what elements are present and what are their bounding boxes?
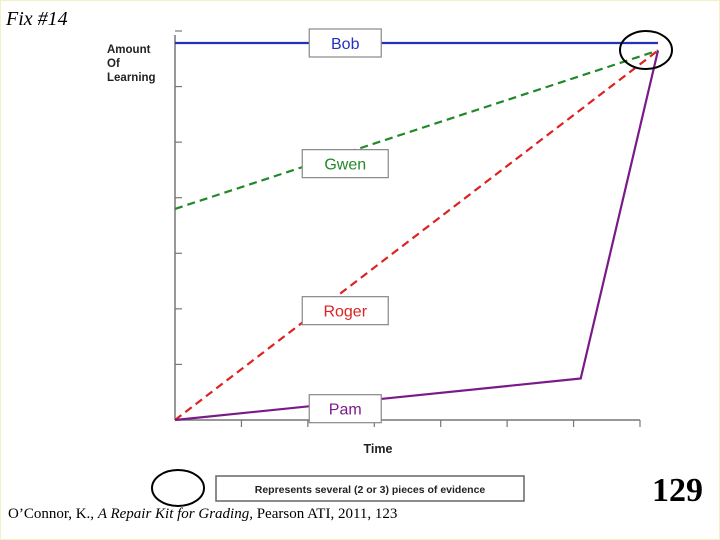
legend-box — [215, 475, 525, 502]
series-label-pam: Pam — [329, 402, 362, 419]
legend-text: Represents several (2 or 3) pieces of ev… — [255, 484, 486, 496]
citation-title: A Repair Kit for Grading, — [97, 506, 253, 522]
legend-circle-icon — [151, 469, 205, 507]
y-axis-label-line: Of — [107, 58, 120, 70]
series-label-box-pam — [308, 394, 382, 424]
slide-title: Fix #14 — [6, 8, 68, 30]
evidence-circle-icon — [619, 30, 673, 70]
chart-axes — [174, 30, 641, 427]
series-label-roger: Roger — [323, 304, 367, 321]
series-label-box-bob — [308, 28, 382, 58]
evidence-circle — [619, 30, 673, 70]
page-number: 129 — [652, 472, 703, 509]
y-axis-label: Amount Of Learning — [107, 44, 156, 84]
series-label-box-gwen — [301, 149, 389, 179]
series-line-gwen — [174, 49, 659, 210]
legend: Represents several (2 or 3) pieces of ev… — [151, 469, 525, 507]
series-label-gwen: Gwen — [324, 157, 366, 174]
series-label-bob: Bob — [331, 36, 360, 53]
citation-rest: Pearson ATI, 2011, 123 — [252, 506, 398, 522]
citation-author: O’Connor, K., — [8, 506, 98, 522]
series-label-box-roger — [301, 296, 389, 326]
citation: O’Connor, K., A Repair Kit for Grading, … — [8, 506, 397, 523]
series-lines — [174, 41, 660, 422]
series-line-roger — [174, 49, 659, 421]
x-axis-label: Time — [364, 442, 393, 456]
y-axis-label-line: Learning — [107, 72, 156, 84]
y-axis-label-line: Amount — [107, 44, 151, 56]
series-labels: Bob Gwen Roger Pam — [301, 28, 389, 424]
